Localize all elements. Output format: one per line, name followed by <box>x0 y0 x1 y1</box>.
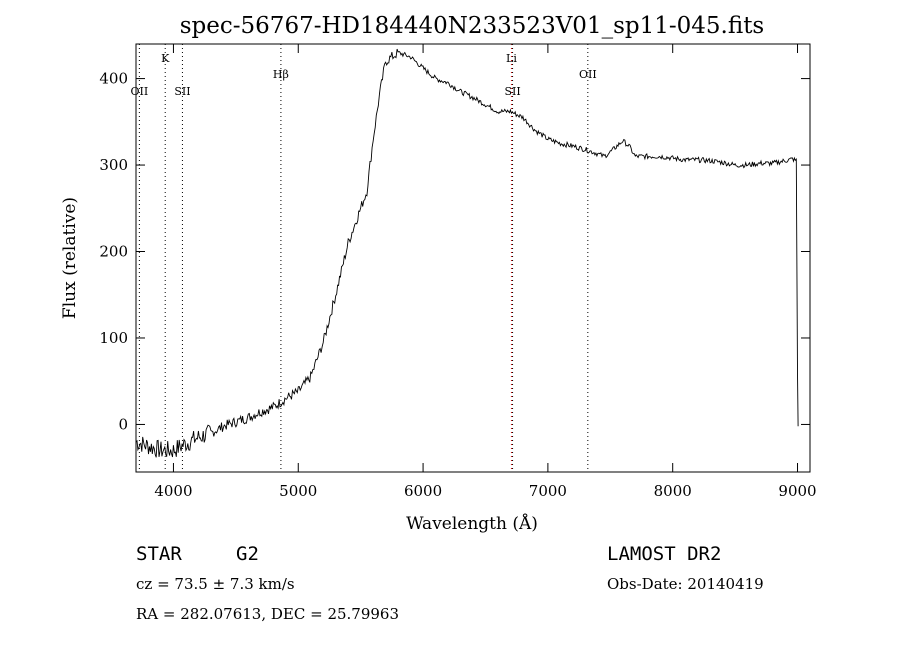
plot-frame <box>135 43 811 473</box>
line-marker-label: OII <box>579 68 597 81</box>
x-tick-label: 6000 <box>404 482 442 500</box>
line-marker-label: Li <box>506 52 517 65</box>
line-marker-label: K <box>161 52 170 65</box>
series-group <box>135 48 799 458</box>
x-axis-label: Wavelength (Å) <box>406 513 538 534</box>
y-tick-label: 400 <box>99 70 128 88</box>
object-subclass: G2 <box>236 543 259 565</box>
x-tick-label: 5000 <box>279 482 317 500</box>
spectrum-line <box>135 48 799 458</box>
survey-name: LAMOST DR2 <box>607 543 721 565</box>
x-tick-label: 9000 <box>778 482 816 500</box>
line-marker-label: SII <box>174 85 190 98</box>
chart-title: spec-56767-HD184440N233523V01_sp11-045.f… <box>180 13 765 39</box>
y-tick-label: 0 <box>118 415 128 433</box>
x-tick-label: 7000 <box>529 482 567 500</box>
line-marker-label: OII <box>131 85 149 98</box>
y-tick-label: 300 <box>99 156 128 174</box>
x-tick-label: 8000 <box>654 482 692 500</box>
axis-ticks: 4000 5000 6000 7000 8000 9000 0 100 200 300 400 <box>99 44 817 500</box>
observation-date: Obs-Date: 20140419 <box>607 575 764 593</box>
redshift-cz: cz = 73.5 ± 7.3 km/s <box>136 575 295 593</box>
x-tick-label: 4000 <box>154 482 192 500</box>
object-class: STAR <box>136 543 182 565</box>
line-marker-label: Hβ <box>273 68 289 81</box>
ra-dec: RA = 282.07613, DEC = 25.79963 <box>136 605 399 623</box>
y-axis-label: Flux (relative) <box>60 197 80 319</box>
line-markers: OII K SII Hβ Li SII OII <box>131 44 597 472</box>
y-tick-label: 200 <box>99 243 128 261</box>
y-tick-label: 100 <box>99 329 128 347</box>
line-marker-label: SII <box>504 85 520 98</box>
